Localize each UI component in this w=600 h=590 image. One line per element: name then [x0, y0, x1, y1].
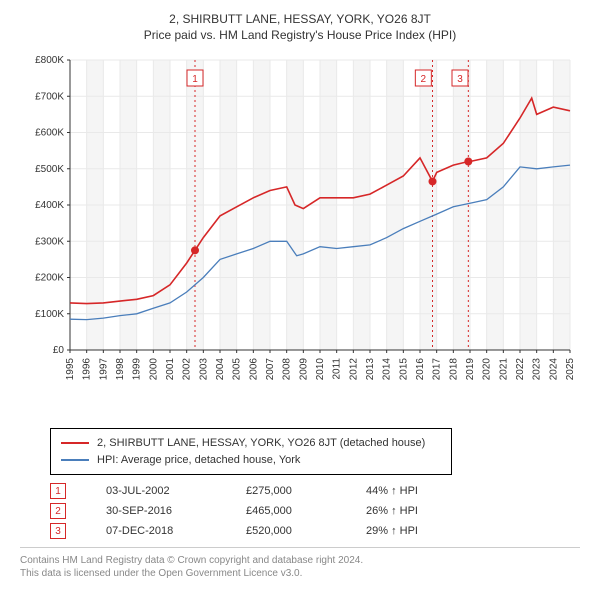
svg-text:£100K: £100K — [35, 309, 64, 320]
svg-text:£0: £0 — [53, 345, 65, 356]
marker-row: 3 07-DEC-2018 £520,000 29% ↑ HPI — [50, 523, 580, 539]
svg-text:£600K: £600K — [35, 128, 64, 139]
svg-text:£300K: £300K — [35, 236, 64, 247]
marker-price: £465,000 — [246, 505, 326, 517]
svg-text:3: 3 — [457, 74, 463, 85]
svg-text:2006: 2006 — [248, 358, 259, 381]
svg-text:1995: 1995 — [65, 358, 76, 381]
svg-text:2007: 2007 — [265, 358, 276, 381]
marker-date: 07-DEC-2018 — [106, 525, 206, 537]
svg-text:1998: 1998 — [115, 358, 126, 381]
footer-line1: Contains HM Land Registry data © Crown c… — [20, 554, 580, 567]
svg-text:2017: 2017 — [432, 358, 443, 381]
marker-delta: 26% ↑ HPI — [366, 505, 418, 517]
svg-text:2011: 2011 — [332, 358, 343, 380]
svg-text:2018: 2018 — [448, 358, 459, 381]
svg-text:2024: 2024 — [548, 358, 559, 381]
svg-text:2010: 2010 — [315, 358, 326, 381]
svg-text:1: 1 — [192, 74, 198, 85]
legend-label: HPI: Average price, detached house, York — [97, 452, 300, 469]
marker-date: 30-SEP-2016 — [106, 505, 206, 517]
svg-text:1997: 1997 — [98, 358, 109, 381]
marker-number: 1 — [50, 483, 66, 499]
legend-item: 2, SHIRBUTT LANE, HESSAY, YORK, YO26 8JT… — [61, 435, 441, 452]
marker-price: £520,000 — [246, 525, 326, 537]
svg-text:2004: 2004 — [215, 358, 226, 381]
page-title: 2, SHIRBUTT LANE, HESSAY, YORK, YO26 8JT — [10, 12, 590, 26]
svg-text:2008: 2008 — [282, 358, 293, 381]
svg-text:1996: 1996 — [82, 358, 93, 381]
marker-table: 1 03-JUL-2002 £275,000 44% ↑ HPI 2 30-SEP-201… — [50, 483, 580, 539]
svg-text:£200K: £200K — [35, 273, 64, 284]
svg-text:2021: 2021 — [498, 358, 509, 381]
footer-line2: This data is licensed under the Open Gov… — [20, 567, 580, 580]
legend-item: HPI: Average price, detached house, York — [61, 452, 441, 469]
svg-text:2012: 2012 — [348, 358, 359, 381]
legend-swatch — [61, 442, 89, 444]
svg-text:2023: 2023 — [532, 358, 543, 381]
svg-text:£800K: £800K — [35, 55, 64, 66]
footer: Contains HM Land Registry data © Crown c… — [20, 547, 580, 580]
marker-row: 2 30-SEP-2016 £465,000 26% ↑ HPI — [50, 503, 580, 519]
marker-number: 2 — [50, 503, 66, 519]
marker-number: 3 — [50, 523, 66, 539]
svg-text:2000: 2000 — [148, 358, 159, 381]
svg-text:2: 2 — [421, 74, 427, 85]
marker-delta: 44% ↑ HPI — [366, 485, 418, 497]
svg-text:1999: 1999 — [132, 358, 143, 381]
marker-row: 1 03-JUL-2002 £275,000 44% ↑ HPI — [50, 483, 580, 499]
legend-label: 2, SHIRBUTT LANE, HESSAY, YORK, YO26 8JT… — [97, 435, 425, 452]
svg-text:2014: 2014 — [382, 358, 393, 381]
marker-delta: 29% ↑ HPI — [366, 525, 418, 537]
legend-swatch — [61, 459, 89, 461]
svg-text:2020: 2020 — [482, 358, 493, 381]
svg-text:£500K: £500K — [35, 164, 64, 175]
marker-date: 03-JUL-2002 — [106, 485, 206, 497]
svg-text:£700K: £700K — [35, 91, 64, 102]
svg-text:2025: 2025 — [565, 358, 576, 381]
page-subtitle: Price paid vs. HM Land Registry's House … — [10, 28, 590, 42]
svg-text:2005: 2005 — [232, 358, 243, 381]
svg-text:2015: 2015 — [398, 358, 409, 381]
legend: 2, SHIRBUTT LANE, HESSAY, YORK, YO26 8JT… — [50, 428, 452, 475]
svg-text:2009: 2009 — [298, 358, 309, 381]
svg-text:£400K: £400K — [35, 200, 64, 211]
svg-text:2019: 2019 — [465, 358, 476, 381]
marker-price: £275,000 — [246, 485, 326, 497]
svg-text:2022: 2022 — [515, 358, 526, 381]
svg-text:2013: 2013 — [365, 358, 376, 381]
svg-text:2001: 2001 — [165, 358, 176, 381]
svg-text:2016: 2016 — [415, 358, 426, 381]
svg-text:2002: 2002 — [182, 358, 193, 381]
svg-text:2003: 2003 — [198, 358, 209, 381]
price-chart: £0 £100K £200K £300K £400K £500K £600K £700K £80… — [20, 50, 580, 420]
